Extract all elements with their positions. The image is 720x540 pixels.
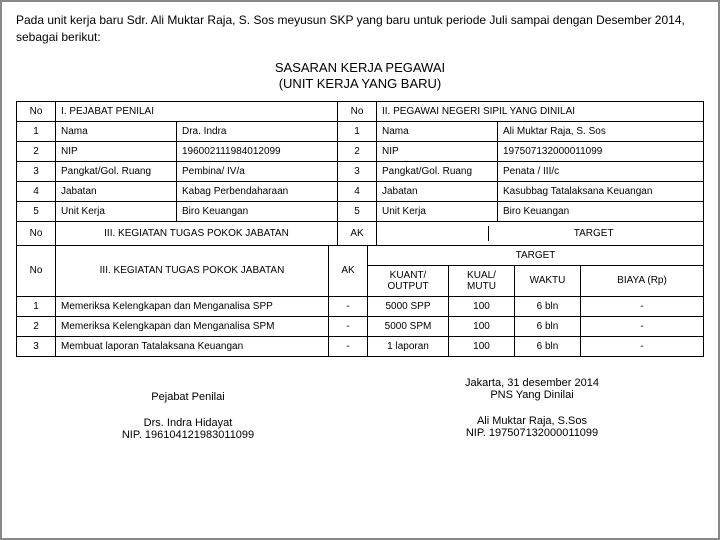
- cell-label: Nama: [377, 122, 498, 142]
- cell-n: 5: [17, 202, 56, 222]
- cell-kual: 100: [449, 336, 515, 356]
- table-row: 1 Memeriksa Kelengkapan dan Menganalisa …: [17, 296, 704, 316]
- cell-waktu: 6 bln: [515, 336, 581, 356]
- title-line1: SASARAN KERJA PEGAWAI: [275, 60, 445, 75]
- col-no: No: [17, 245, 56, 296]
- col-dinilai: II. PEGAWAI NEGERI SIPIL YANG DINILAI: [377, 102, 704, 122]
- cell-kuant: 1 laporan: [368, 336, 449, 356]
- cell-label: Jabatan: [377, 182, 498, 202]
- signature-right: Jakarta, 31 desember 2014 PNS Yang Dinil…: [377, 377, 687, 441]
- cell-waktu: 6 bln: [515, 316, 581, 336]
- col-kuant: KUANT/ OUTPUT: [368, 265, 449, 296]
- cell-desc: Membuat laporan Tatalaksana Keuangan: [56, 336, 329, 356]
- col-ak: AK: [329, 245, 368, 296]
- tasks-header-row1: No III. KEGIATAN TUGAS POKOK JABATAN AK …: [17, 222, 704, 246]
- cell-value: Penata / III/c: [498, 162, 704, 182]
- cell-ak: -: [329, 336, 368, 356]
- tasks-header-row: No III. KEGIATAN TUGAS POKOK JABATAN AK …: [17, 245, 704, 265]
- cell-waktu: 6 bln: [515, 296, 581, 316]
- col-target: TARGET: [368, 245, 704, 265]
- sig-left-name: Drs. Indra Hidayat: [33, 417, 343, 429]
- table-row: 3 Pangkat/Gol. Ruang Pembina/ IV/a 3 Pan…: [17, 162, 704, 182]
- sig-right-date: Jakarta, 31 desember 2014: [377, 377, 687, 389]
- sig-right-name: Ali Muktar Raja, S.Sos: [377, 415, 687, 427]
- cell-label: NIP: [56, 142, 177, 162]
- cell-value: Dra. Indra: [177, 122, 338, 142]
- cell-label: Nama: [56, 122, 177, 142]
- cell-label: NIP: [377, 142, 498, 162]
- cell-n: 4: [17, 182, 56, 202]
- cell-ak: -: [329, 316, 368, 336]
- col-biaya: BIAYA (Rp): [581, 265, 704, 296]
- cell-kuant: 5000 SPP: [368, 296, 449, 316]
- title-line2: (UNIT KERJA YANG BARU): [279, 76, 442, 91]
- col-target: TARGET: [377, 222, 704, 246]
- col-target-label: TARGET: [489, 226, 698, 241]
- cell-n: 3: [17, 162, 56, 182]
- signature-left: Pejabat Penilai Drs. Indra Hidayat NIP. …: [33, 377, 343, 441]
- table-header-row: No I. PEJABAT PENILAI No II. PEGAWAI NEG…: [17, 102, 704, 122]
- cell-n: 2: [338, 142, 377, 162]
- cell-label: Pangkat/Gol. Ruang: [377, 162, 498, 182]
- cell-n: 1: [338, 122, 377, 142]
- col-no-right: No: [338, 102, 377, 122]
- col-ak: AK: [338, 222, 377, 246]
- cell-kual: 100: [449, 316, 515, 336]
- cell-n: 2: [17, 142, 56, 162]
- cell-kual: 100: [449, 296, 515, 316]
- col-no: No: [17, 222, 56, 246]
- table-row: 3 Membuat laporan Tatalaksana Keuangan -…: [17, 336, 704, 356]
- cell-n: 3: [338, 162, 377, 182]
- tasks-table: No III. KEGIATAN TUGAS POKOK JABATAN AK …: [16, 245, 704, 357]
- sig-left-nip: NIP. 196104121983011099: [33, 429, 343, 441]
- col-kuant-placeholder: [382, 226, 489, 241]
- cell-label: Pangkat/Gol. Ruang: [56, 162, 177, 182]
- cell-kuant: 5000 SPM: [368, 316, 449, 336]
- cell-value: Ali Muktar Raja, S. Sos: [498, 122, 704, 142]
- cell-desc: Memeriksa Kelengkapan dan Menganalisa SP…: [56, 296, 329, 316]
- cell-value: Biro Keuangan: [177, 202, 338, 222]
- sig-right-title: PNS Yang Dinilai: [377, 389, 687, 401]
- officials-table: No I. PEJABAT PENILAI No II. PEGAWAI NEG…: [16, 101, 704, 246]
- table-row: 2 NIP 196002111984012099 2 NIP 197507132…: [17, 142, 704, 162]
- sig-right-nip: NIP. 197507132000011099: [377, 427, 687, 439]
- cell-n: 3: [17, 336, 56, 356]
- cell-n: 5: [338, 202, 377, 222]
- cell-label: Unit Kerja: [377, 202, 498, 222]
- cell-biaya: -: [581, 296, 704, 316]
- cell-n: 4: [338, 182, 377, 202]
- cell-value: Kabag Perbendaharaan: [177, 182, 338, 202]
- cell-biaya: -: [581, 316, 704, 336]
- table-row: 1 Nama Dra. Indra 1 Nama Ali Muktar Raja…: [17, 122, 704, 142]
- table-row: 2 Memeriksa Kelengkapan dan Menganalisa …: [17, 316, 704, 336]
- col-no-left: No: [17, 102, 56, 122]
- cell-value: Biro Keuangan: [498, 202, 704, 222]
- cell-biaya: -: [581, 336, 704, 356]
- col-penilai: I. PEJABAT PENILAI: [56, 102, 338, 122]
- cell-n: 2: [17, 316, 56, 336]
- cell-label: Jabatan: [56, 182, 177, 202]
- document-page: Pada unit kerja baru Sdr. Ali Muktar Raj…: [0, 0, 720, 540]
- signature-row: Pejabat Penilai Drs. Indra Hidayat NIP. …: [16, 377, 704, 441]
- col-kual: KUAL/ MUTU: [449, 265, 515, 296]
- cell-n: 1: [17, 296, 56, 316]
- cell-n: 1: [17, 122, 56, 142]
- cell-value: 197507132000011099: [498, 142, 704, 162]
- cell-value: 196002111984012099: [177, 142, 338, 162]
- doc-title: SASARAN KERJA PEGAWAI (UNIT KERJA YANG B…: [16, 60, 704, 94]
- cell-value: Pembina/ IV/a: [177, 162, 338, 182]
- col-waktu: WAKTU: [515, 265, 581, 296]
- table-row: 5 Unit Kerja Biro Keuangan 5 Unit Kerja …: [17, 202, 704, 222]
- table-row: 4 Jabatan Kabag Perbendaharaan 4 Jabatan…: [17, 182, 704, 202]
- sig-left-title: Pejabat Penilai: [33, 391, 343, 403]
- cell-desc: Memeriksa Kelengkapan dan Menganalisa SP…: [56, 316, 329, 336]
- col-kegiatan: III. KEGIATAN TUGAS POKOK JABATAN: [56, 245, 329, 296]
- intro-text: Pada unit kerja baru Sdr. Ali Muktar Raj…: [16, 12, 704, 46]
- cell-label: Unit Kerja: [56, 202, 177, 222]
- col-kegiatan: III. KEGIATAN TUGAS POKOK JABATAN: [56, 222, 338, 246]
- cell-value: Kasubbag Tatalaksana Keuangan: [498, 182, 704, 202]
- cell-ak: -: [329, 296, 368, 316]
